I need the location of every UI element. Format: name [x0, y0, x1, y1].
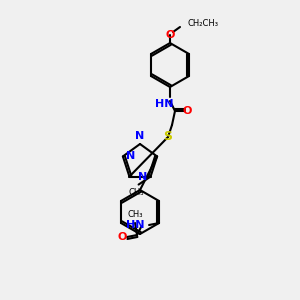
- Text: S: S: [164, 130, 172, 143]
- Text: N: N: [126, 152, 135, 161]
- Text: N: N: [135, 131, 145, 141]
- Text: O: O: [182, 106, 192, 116]
- Text: HN: HN: [155, 99, 173, 109]
- Text: O: O: [118, 232, 127, 242]
- Text: HN: HN: [126, 220, 144, 230]
- Text: N: N: [138, 172, 148, 182]
- Text: CH₃: CH₃: [129, 188, 144, 196]
- Text: CH₂CH₃: CH₂CH₃: [188, 19, 219, 28]
- Text: O: O: [165, 30, 175, 40]
- Text: CH₃: CH₃: [127, 210, 143, 219]
